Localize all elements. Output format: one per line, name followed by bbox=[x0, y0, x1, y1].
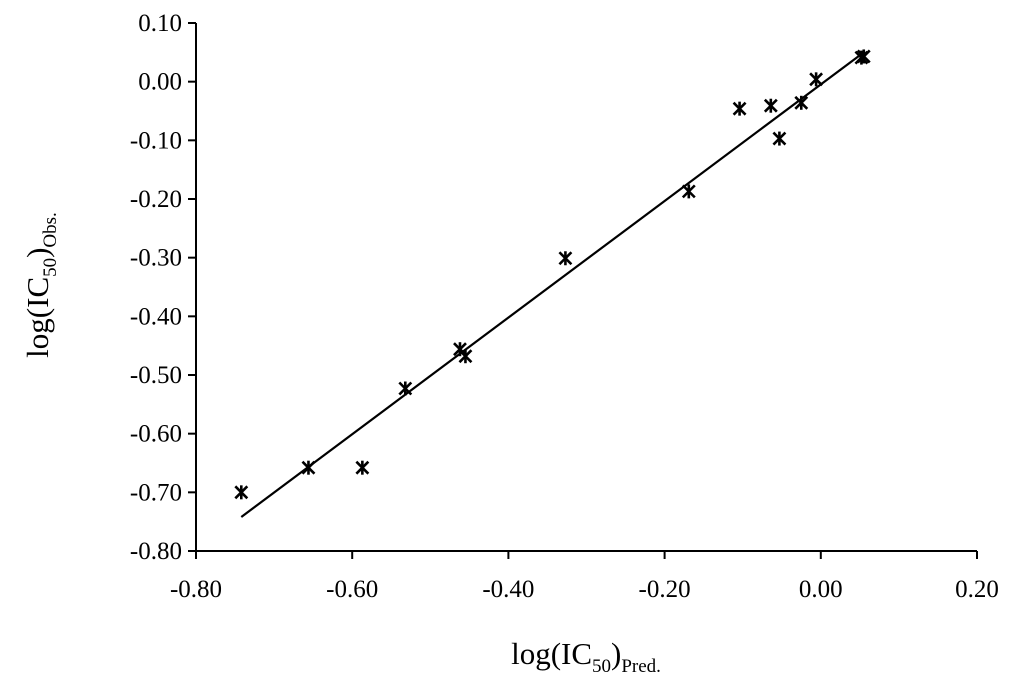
y-tick-label: -0.10 bbox=[130, 127, 182, 154]
x-tick-label: -0.40 bbox=[482, 576, 534, 603]
y-axis-title: log(IC50)Obs. bbox=[20, 212, 61, 358]
x-tick-label: 0.00 bbox=[799, 576, 843, 603]
y-tick-label: -0.70 bbox=[130, 479, 182, 506]
x-tick-label: 0.20 bbox=[955, 576, 999, 603]
y-tick-label: -0.60 bbox=[130, 421, 182, 448]
data-point bbox=[398, 381, 413, 396]
data-point bbox=[234, 485, 249, 500]
y-tick-label: -0.40 bbox=[130, 303, 182, 330]
data-point bbox=[732, 101, 747, 116]
data-point bbox=[809, 72, 824, 87]
data-point bbox=[794, 95, 809, 110]
data-point bbox=[301, 460, 316, 475]
x-tick-label: -0.80 bbox=[170, 576, 222, 603]
y-tick-label: -0.80 bbox=[130, 538, 182, 565]
y-tick-label: 0.00 bbox=[138, 69, 182, 96]
data-point bbox=[355, 460, 370, 475]
y-tick-label: 0.10 bbox=[138, 10, 182, 37]
fit-line-group bbox=[240, 51, 865, 518]
data-points bbox=[234, 49, 871, 500]
x-tick-label: -0.20 bbox=[639, 576, 691, 603]
data-point bbox=[856, 49, 871, 64]
x-axis: -0.80 -0.60 -0.40 -0.20 0.00 0.20 bbox=[170, 550, 999, 603]
x-tick-label: -0.60 bbox=[326, 576, 378, 603]
x-axis-title: log(IC50)Pred. bbox=[511, 636, 661, 677]
data-point bbox=[681, 184, 696, 199]
fit-line bbox=[240, 51, 865, 518]
data-point bbox=[772, 131, 787, 146]
data-point bbox=[558, 251, 573, 266]
y-tick-label: -0.50 bbox=[130, 362, 182, 389]
data-point bbox=[763, 98, 778, 113]
data-point bbox=[458, 349, 473, 364]
y-tick-label: -0.20 bbox=[130, 186, 182, 213]
y-axis: -0.80 -0.70 -0.60 -0.50 -0.40 -0.30 -0.20 -0.10… bbox=[130, 10, 197, 565]
y-tick-label: -0.30 bbox=[130, 245, 182, 272]
